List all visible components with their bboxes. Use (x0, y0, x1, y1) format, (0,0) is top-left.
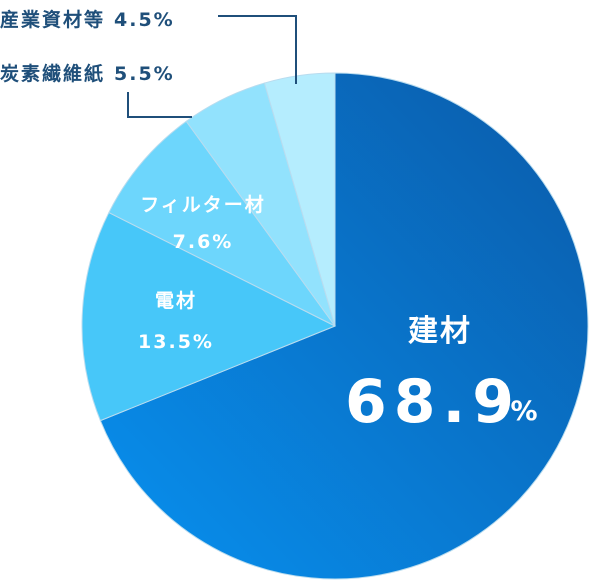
label-tanso-value: 5.5% (114, 63, 175, 85)
label-kenzai-value: 68.9 (345, 367, 521, 437)
label-sangyo-category: 産業資材等 (0, 8, 105, 31)
label-filter-category: フィルター材 (140, 193, 266, 216)
label-kenzai-percent: % (510, 396, 537, 427)
label-tanso: 炭素繊維紙 5.5% (0, 62, 175, 85)
slice-denzai (81, 211, 337, 422)
label-filter-value: 7.6% (173, 231, 234, 253)
label-denzai-category: 電材 (155, 289, 197, 312)
label-denzai-value: 13.5% (138, 331, 214, 353)
slice-filter (108, 120, 336, 327)
slice-sangyo (263, 72, 336, 327)
leader-line-tanso (127, 92, 192, 118)
slice-kenzai (99, 72, 589, 580)
label-sangyo-value: 4.5% (114, 9, 175, 31)
label-kenzai-category: 建材 (408, 314, 472, 349)
label-sangyo: 産業資材等 4.5% (0, 8, 175, 31)
label-tanso-category: 炭素繊維紙 (0, 62, 105, 85)
leader-line-sangyo (218, 15, 297, 84)
